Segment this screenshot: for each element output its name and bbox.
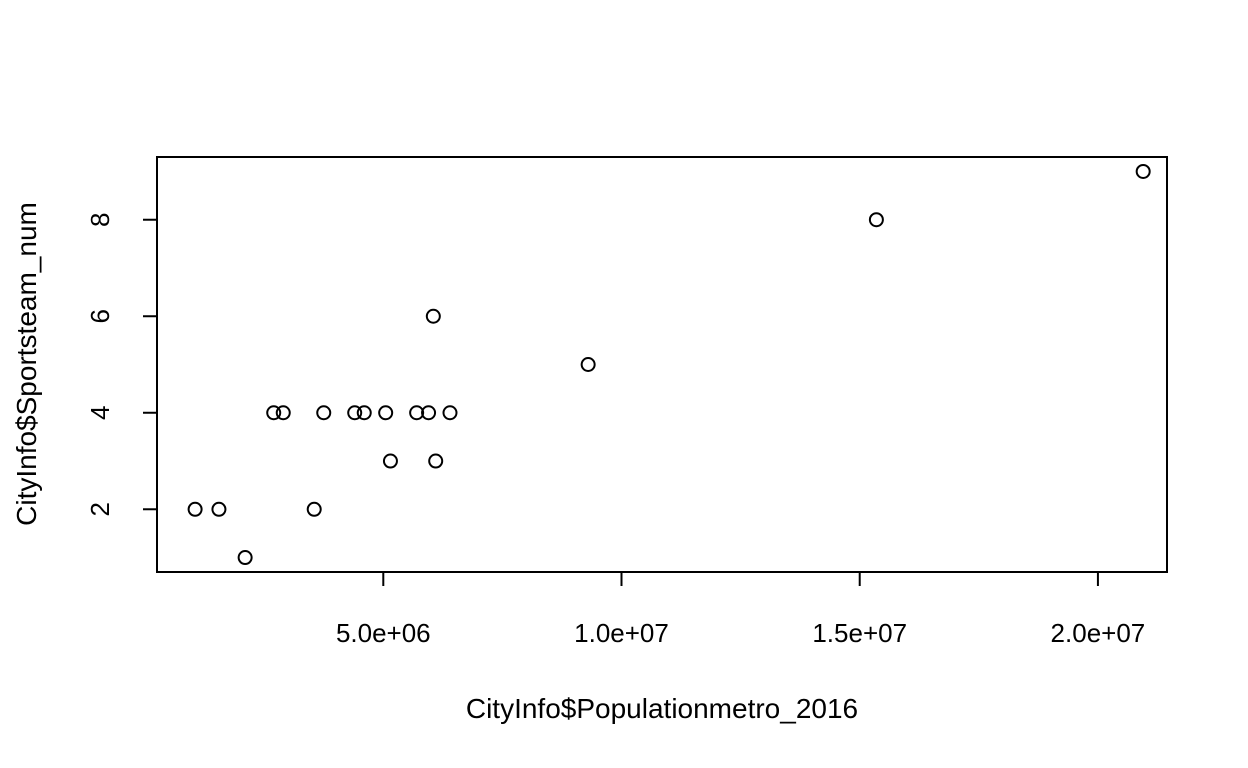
- data-point: [266, 405, 282, 421]
- data-point: [356, 405, 372, 421]
- y-tick-label: 8: [85, 212, 115, 226]
- y-tick-label: 6: [85, 309, 115, 323]
- data-point: [580, 357, 596, 372]
- data-point: [316, 405, 332, 421]
- data-point: [211, 501, 227, 517]
- data-point: [428, 453, 444, 469]
- y-tick-label: 2: [85, 502, 115, 516]
- y-axis: 2 4 6 8: [85, 212, 158, 517]
- x-tick-label: 2.0e+07: [1051, 618, 1146, 648]
- data-point: [237, 550, 253, 566]
- x-tick-label: 1.5e+07: [812, 618, 907, 648]
- data-point: [425, 308, 441, 324]
- data-point: [275, 405, 291, 421]
- y-tick-label: 4: [85, 406, 115, 420]
- y-axis-label: CityInfo$Sportsteam_num: [11, 202, 42, 526]
- data-point: [378, 405, 394, 421]
- data-point: [347, 405, 363, 421]
- x-axis: 5.0e+06 1.0e+07 1.5e+07 2.0e+07: [336, 571, 1146, 648]
- data-points: [187, 163, 1151, 566]
- data-point: [421, 405, 437, 421]
- data-point: [187, 501, 203, 517]
- x-tick-label: 1.0e+07: [574, 618, 669, 648]
- data-point: [868, 212, 884, 228]
- data-point: [409, 405, 425, 421]
- data-point: [306, 501, 322, 517]
- x-tick-label: 5.0e+06: [336, 618, 431, 648]
- data-point: [1135, 163, 1151, 179]
- data-point: [442, 405, 458, 421]
- x-axis-label: CityInfo$Populationmetro_2016: [466, 693, 858, 724]
- data-point: [382, 453, 398, 469]
